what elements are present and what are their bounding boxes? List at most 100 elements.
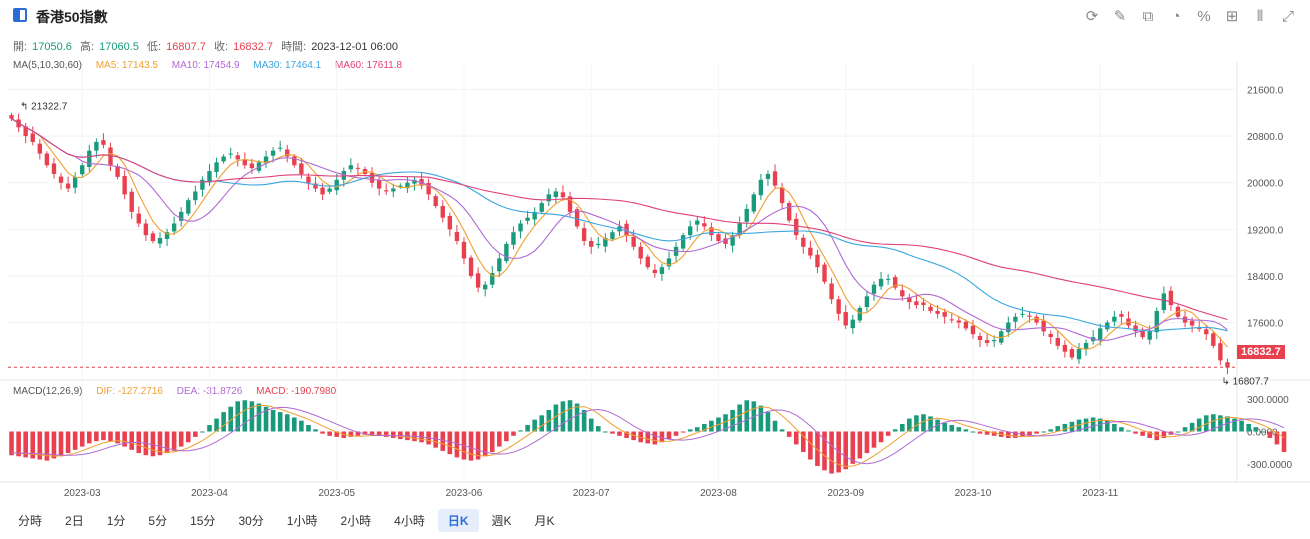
x-tick-1: 2023-04 [191,488,228,499]
period-8[interactable]: 4小時 [394,514,425,528]
candle-140 [999,331,1004,343]
macd-bar-46 [334,431,340,437]
candle-12 [94,141,99,151]
period-10[interactable]: 週K [491,514,512,528]
macd-bar-133 [949,425,955,432]
candle-91 [652,269,658,274]
macd-bar-94 [673,431,679,436]
macd-bar-128 [914,415,919,432]
expand-icon[interactable]: ⤢ [1281,7,1294,25]
x-tick-5: 2023-08 [700,488,737,499]
macd-bar-171 [1218,415,1223,432]
macd-bar-2 [23,431,28,458]
y-tick-0: 21600.0 [1247,85,1284,96]
macd-bar-26 [193,431,198,437]
candle-51 [369,173,375,183]
macd-bar-77 [553,404,559,432]
candle-111 [794,218,799,236]
macd-bar-13 [101,431,106,441]
macd-bar-41 [299,420,304,432]
compare-icon[interactable]: ⧉ [1142,7,1154,25]
macd-bar-25 [185,431,191,443]
period-4[interactable]: 15分 [190,514,216,528]
pie-icon[interactable]: ◔ [1171,7,1181,25]
candle-31 [228,153,233,155]
candle-155 [1105,322,1110,330]
split-icon[interactable]: ⫴ [1256,7,1264,25]
macd-bar-14 [108,431,113,442]
macd-bar-69 [497,431,502,447]
candle-47 [341,171,346,180]
candle-137 [977,335,983,341]
macd-bar-44 [320,431,325,434]
macd-bar-132 [942,422,947,432]
percent-icon[interactable]: % [1197,7,1211,25]
candle-121 [864,296,870,308]
price-chart[interactable]: 21600.0 20800.0 20000.0 19200.0 18400.0 17600… [0,0,1310,505]
macd-bar-165 [1175,431,1181,433]
macd-bar-145 [1034,431,1039,434]
candle-72 [518,223,523,232]
candle-57 [412,179,417,184]
candle-112 [801,237,806,247]
macd-bar-1 [16,431,21,457]
candle-66 [475,273,481,288]
candle-60 [433,196,438,207]
candle-68 [490,273,495,285]
period-3[interactable]: 5分 [148,514,168,528]
macd-bar-120 [857,431,863,459]
candle-139 [991,340,997,342]
macd-bar-11 [87,431,92,444]
macd-bar-161 [1147,431,1152,438]
macd-bar-114 [815,431,820,466]
candle-125 [893,277,898,288]
macd-bar-49 [355,431,361,436]
refresh-icon[interactable]: ⟳ [1085,8,1099,25]
ma-legend-label: MA(5,10,30,60) [13,60,82,71]
candle-131 [935,310,940,314]
candle-90 [645,256,650,268]
candle-74 [532,211,537,220]
period-1[interactable]: 2日 [65,514,84,528]
candle-162 [1154,310,1159,333]
low-value: 16807.7 [166,41,206,53]
macd-bar-167 [1189,422,1195,432]
grid-icon[interactable]: ⊞ [1225,8,1239,25]
period-6[interactable]: 1小時 [286,514,318,528]
candle-5 [44,153,50,166]
macd-bar-20 [150,431,156,457]
macd-bar-118 [843,431,849,470]
y-tick-4: 18400.0 [1247,272,1284,283]
candle-167 [1189,320,1195,326]
macd-bar-54 [390,431,396,438]
macd-bar-72 [518,430,523,432]
draw-icon[interactable]: ✎ [1113,8,1127,25]
candle-99 [709,227,714,236]
x-tick-3: 2023-06 [446,488,483,499]
candle-134 [956,320,962,323]
period-0[interactable]: 分時 [18,514,43,528]
candle-20 [150,233,156,241]
macd-bar-27 [200,431,205,433]
macd-bar-17 [129,431,135,450]
macd-bar-175 [1246,423,1251,432]
candle-55 [398,185,403,187]
candle-149 [1062,344,1068,352]
candle-148 [1055,337,1060,346]
candle-41 [299,163,304,174]
macd-bar-159 [1133,431,1138,434]
period-11[interactable]: 月K [534,514,555,528]
ma5-line [11,118,1228,350]
candle-83 [596,243,601,246]
period-5[interactable]: 30分 [238,514,264,528]
candle-54 [391,188,396,192]
macd-bar-138 [984,431,990,435]
candle-157 [1119,314,1124,317]
macd-bar-42 [306,425,311,432]
macd-bar-93 [666,431,672,440]
candle-44 [320,187,325,195]
period-9[interactable]: 日K [437,509,479,532]
candle-53 [384,190,389,192]
period-7[interactable]: 2小時 [340,514,372,528]
period-2[interactable]: 1分 [106,514,126,528]
